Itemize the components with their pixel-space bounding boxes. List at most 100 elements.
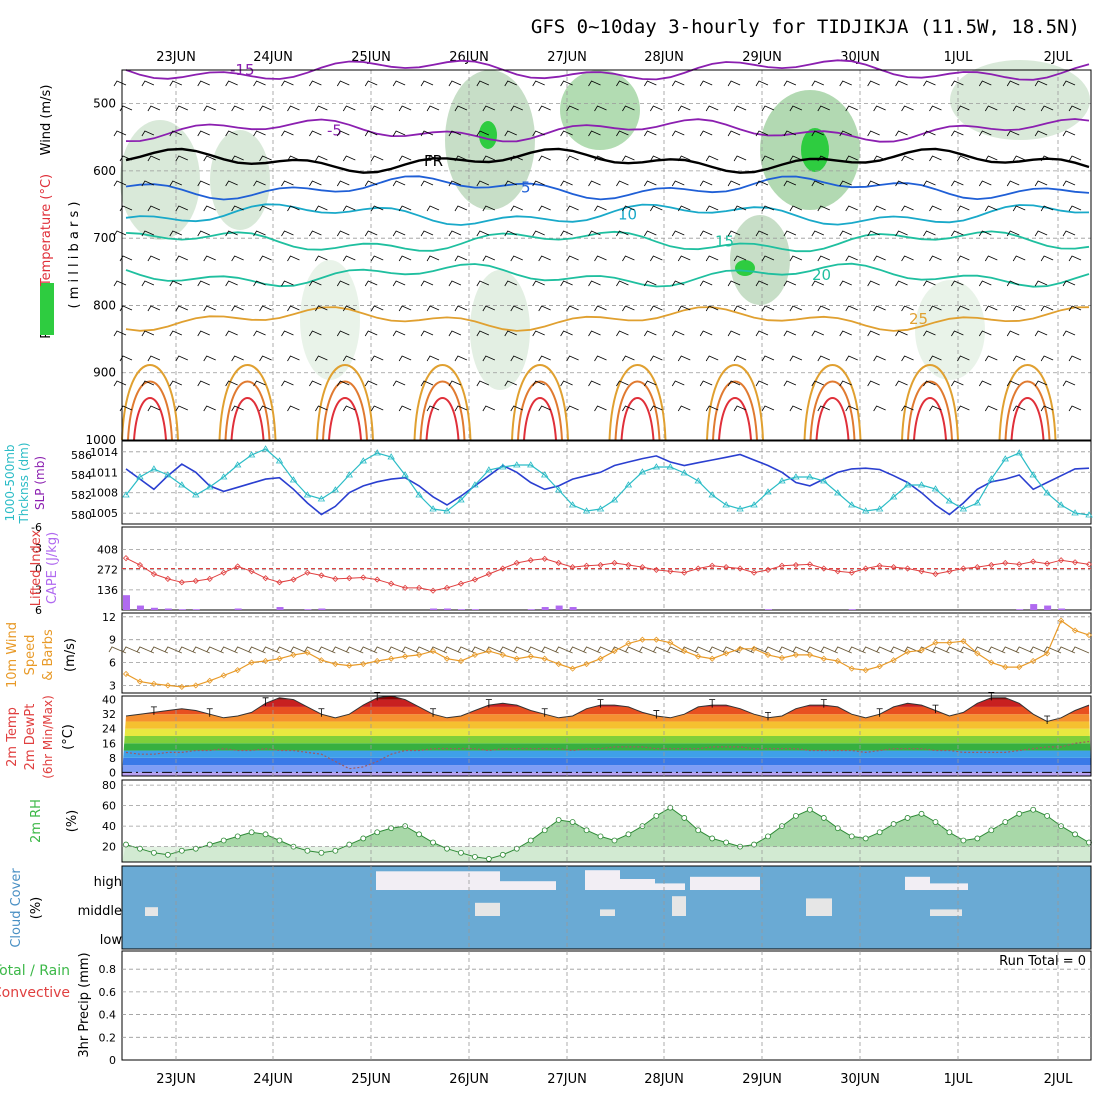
rh-marker — [346, 841, 353, 848]
wind-barb — [147, 205, 161, 212]
rh-marker — [974, 835, 981, 842]
wind-barb-10m — [248, 646, 266, 654]
wind-barb — [560, 280, 573, 287]
wind-barb — [951, 330, 964, 337]
wind-barb — [895, 380, 908, 387]
wind-barb — [197, 330, 210, 337]
isotherm-line — [125, 175, 1090, 201]
wind-barb-10m — [415, 646, 434, 654]
wind-barb — [175, 355, 188, 362]
cloud-level-label: low — [100, 933, 123, 948]
cloud-level-label: middle — [78, 904, 122, 919]
wind-barb — [398, 255, 412, 262]
wind-barb — [203, 205, 216, 212]
temp-band — [122, 714, 1091, 722]
wind-barb — [1062, 380, 1076, 387]
rh-marker — [653, 812, 660, 819]
wind-barb-10m — [680, 646, 699, 654]
wind-barb — [281, 280, 294, 287]
wind-barb — [644, 230, 657, 237]
li-marker — [178, 579, 185, 586]
li-tick: -3 — [31, 542, 42, 555]
wind-barb — [789, 405, 803, 412]
wind-barb — [482, 205, 496, 212]
wind-barb — [287, 305, 300, 312]
li-marker — [890, 564, 897, 571]
cape-bar — [304, 609, 312, 610]
wind-barb — [504, 180, 517, 187]
thickness-marker — [359, 457, 367, 464]
wind-barb — [287, 355, 300, 362]
wind-marker — [625, 640, 632, 647]
wind-barb — [845, 305, 858, 312]
li-marker — [778, 562, 786, 569]
li-marker — [904, 565, 911, 572]
rh-marker — [430, 839, 436, 846]
wind-barb — [1006, 230, 1020, 237]
wind-barb — [253, 80, 266, 87]
wind-marker — [876, 663, 883, 670]
wind-barb — [426, 405, 440, 412]
wind-barb — [1012, 155, 1026, 162]
wind-barb — [532, 380, 545, 387]
precip-tick: 0.8 — [99, 963, 117, 976]
rh-marker — [485, 856, 492, 862]
wind-barb — [426, 155, 440, 162]
wind-barb — [951, 130, 964, 137]
date-tick-bottom: 28JUN — [644, 1072, 684, 1087]
li-marker — [611, 559, 618, 567]
wind-barb — [141, 330, 155, 337]
li-marker — [276, 579, 283, 586]
wind-barb-10m — [708, 646, 727, 654]
cloud-middle-block — [930, 909, 962, 916]
wind-marker — [918, 647, 925, 654]
li-marker — [485, 570, 492, 578]
cloud-high-block — [655, 883, 685, 890]
li-marker — [360, 574, 367, 581]
wind-barb — [789, 355, 803, 362]
wind-barb — [811, 230, 824, 237]
li-marker — [820, 565, 827, 572]
thickness-marker — [945, 497, 954, 504]
wind-barb — [253, 380, 266, 387]
rh-marker — [1030, 806, 1037, 813]
temp-tick: 40 — [102, 694, 116, 707]
warm-isotherm-loop — [614, 380, 661, 441]
thickness-marker — [875, 505, 884, 512]
cape-bar — [136, 605, 144, 610]
wind-barb — [789, 155, 803, 162]
rh-tick: 80 — [102, 779, 116, 792]
thickness-marker — [275, 457, 284, 464]
li-marker — [527, 557, 534, 564]
wind-barb — [560, 380, 573, 387]
wind-barb — [845, 255, 858, 262]
wind-barb — [203, 105, 216, 112]
cape-bar — [457, 609, 465, 610]
slp-tick: 1005 — [90, 507, 118, 520]
temp-band — [122, 736, 1091, 744]
warm-isotherm-loop — [133, 397, 167, 441]
li-marker — [709, 562, 716, 569]
wind-barb — [398, 355, 412, 362]
wind-barb — [1012, 305, 1026, 312]
rh-marker — [946, 829, 953, 836]
wind-barb — [594, 205, 607, 212]
wind-barb — [901, 105, 914, 112]
wind-barb — [755, 180, 769, 187]
thickness-marker — [429, 505, 437, 512]
warm-isotherm-loop — [224, 380, 271, 441]
wind-speed-line — [125, 619, 1090, 688]
minmax-marker — [262, 697, 269, 706]
thickness-marker — [834, 489, 842, 496]
wind-barb — [370, 255, 384, 262]
li-marker — [122, 555, 130, 562]
rh-marker — [904, 815, 911, 821]
rh-marker — [862, 835, 869, 842]
date-tick-top: 23JUN — [156, 50, 196, 65]
wind-barb — [727, 80, 741, 87]
thickness-tick: 584 — [71, 469, 92, 482]
wind-barb — [259, 405, 272, 412]
wind-barb — [1040, 105, 1054, 112]
cape-bar — [1016, 609, 1024, 610]
rh-marker — [151, 849, 157, 856]
